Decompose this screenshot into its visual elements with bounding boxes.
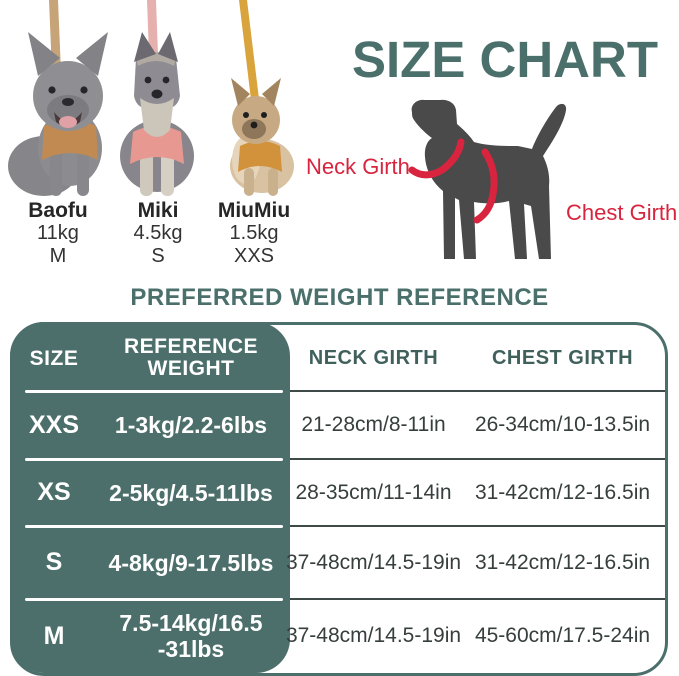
cell-chest: 45-60cm/17.5-24in bbox=[474, 624, 651, 647]
chest-girth-label: Chest Girth bbox=[566, 200, 678, 225]
col-header-chest: CHEST GIRTH bbox=[491, 346, 634, 369]
cell-neck: 37-48cm/14.5-19in bbox=[285, 624, 462, 647]
neck-girth-label: Neck Girth bbox=[306, 154, 410, 179]
dog-silhouette-icon bbox=[411, 99, 567, 260]
cell-chest: 31-42cm/12-16.5in bbox=[474, 480, 651, 504]
divider bbox=[25, 598, 283, 601]
dog-size: XXS bbox=[233, 245, 275, 267]
caption-miki: Miki 4.5kg S bbox=[108, 199, 208, 268]
model-dogs-photo bbox=[8, 0, 294, 196]
cell-neck: 21-28cm/8-11in bbox=[301, 413, 446, 436]
divider bbox=[25, 390, 283, 393]
dog-size: M bbox=[49, 245, 67, 267]
dog-name: Miki bbox=[137, 199, 179, 222]
cell-size: M bbox=[43, 621, 65, 650]
caption-baofu: Baofu 11kg M bbox=[8, 199, 108, 268]
cell-weight: 2-5kg/4.5-11lbs bbox=[109, 479, 273, 506]
dog-name: MiuMiu bbox=[217, 199, 291, 222]
divider bbox=[290, 390, 665, 392]
caption-miumiu: MiuMiu 1.5kg XXS bbox=[200, 199, 308, 268]
page-title: SIZE CHART bbox=[352, 31, 658, 88]
col-header-weight: REFERENCE WEIGHT bbox=[123, 335, 259, 380]
cell-size: S bbox=[45, 548, 63, 576]
cell-size: XXS bbox=[28, 410, 80, 439]
cell-size: XS bbox=[37, 478, 71, 506]
dog-weight: 1.5kg bbox=[229, 222, 279, 244]
size-table-grid: SIZE REFERENCE WEIGHT NECK GIRTH CHEST G… bbox=[13, 325, 665, 673]
divider bbox=[290, 458, 665, 460]
cell-chest: 26-34cm/10-13.5in bbox=[474, 413, 651, 436]
divider bbox=[290, 525, 665, 527]
cell-weight: 4-8kg/9-17.5lbs bbox=[108, 549, 274, 576]
dog-size: S bbox=[151, 245, 165, 267]
cell-weight: 1-3kg/2.2-6lbs bbox=[114, 412, 268, 438]
col-header-size: SIZE bbox=[29, 346, 79, 370]
section-heading: PREFERRED WEIGHT REFERENCE bbox=[130, 284, 549, 311]
dog-name: Baofu bbox=[28, 199, 88, 222]
dog-illustration-miumiu bbox=[230, 0, 294, 196]
divider bbox=[25, 525, 283, 528]
cell-neck: 28-35cm/11-14in bbox=[295, 480, 452, 504]
neck-girth-line bbox=[408, 138, 465, 179]
chest-girth-line bbox=[473, 148, 498, 224]
harness-miumiu bbox=[238, 141, 282, 172]
girth-measure-lines bbox=[408, 138, 498, 224]
dog-illustration-miki bbox=[120, 0, 194, 196]
cell-neck: 37-48cm/14.5-19in bbox=[285, 550, 462, 574]
table-left-panel bbox=[10, 322, 290, 673]
harness-miki bbox=[130, 126, 184, 164]
dog-weight: 11kg bbox=[37, 222, 79, 244]
measurement-diagram-dog bbox=[408, 99, 567, 260]
cell-chest: 31-42cm/12-16.5in bbox=[474, 550, 651, 574]
cell-weight: 7.5-14kg/16.5 -31lbs bbox=[119, 610, 263, 662]
harness-baofu bbox=[42, 120, 98, 160]
dog-illustration-baofu bbox=[8, 0, 108, 196]
col-header-neck: NECK GIRTH bbox=[308, 346, 439, 369]
dog-weight: 4.5kg bbox=[133, 222, 183, 244]
size-table: SIZE REFERENCE WEIGHT NECK GIRTH CHEST G… bbox=[10, 322, 668, 676]
divider bbox=[290, 598, 665, 600]
divider bbox=[25, 458, 283, 461]
